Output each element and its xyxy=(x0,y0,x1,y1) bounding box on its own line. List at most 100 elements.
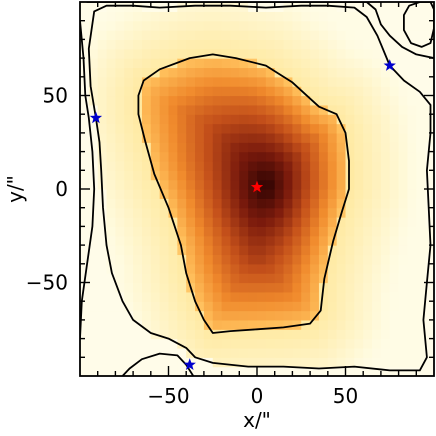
heatmap-cell xyxy=(97,114,108,125)
heatmap-cell xyxy=(88,142,99,153)
heatmap-cell xyxy=(425,273,434,284)
heatmap-cell xyxy=(389,310,400,321)
heatmap-cell xyxy=(203,48,214,59)
heatmap-cell xyxy=(327,20,338,31)
heatmap-cell xyxy=(141,170,152,181)
heatmap-cell xyxy=(363,86,373,97)
heatmap-cell xyxy=(372,347,382,358)
heatmap-cell xyxy=(274,357,285,368)
heatmap-cell xyxy=(115,48,125,59)
heatmap-cell xyxy=(115,319,125,330)
heatmap-cell xyxy=(248,151,258,162)
heatmap-cell xyxy=(115,310,125,321)
heatmap-cell xyxy=(106,366,116,376)
heatmap-cell xyxy=(310,20,320,31)
heatmap-cell xyxy=(124,104,134,115)
heatmap-cell xyxy=(425,189,434,199)
heatmap-cell xyxy=(124,48,134,59)
heatmap-cell xyxy=(133,245,143,256)
heatmap-cell xyxy=(88,357,99,368)
heatmap-cell xyxy=(133,86,143,97)
heatmap-cell xyxy=(283,310,293,321)
heatmap-cell xyxy=(150,179,161,190)
heatmap-cell xyxy=(292,198,302,209)
heatmap-cell xyxy=(398,189,409,199)
heatmap-cell xyxy=(327,291,338,302)
heatmap-cell xyxy=(274,39,285,50)
heatmap-cell xyxy=(363,366,373,376)
heatmap-cell xyxy=(310,86,320,97)
heatmap-cell xyxy=(230,291,240,302)
heatmap-cell xyxy=(292,329,302,340)
heatmap-cell xyxy=(257,207,267,218)
x-tick-label: −50 xyxy=(147,384,189,408)
heatmap-cell xyxy=(195,338,205,349)
heatmap-cell xyxy=(292,263,302,274)
heatmap-cell xyxy=(150,338,161,349)
heatmap-cell xyxy=(195,235,205,246)
heatmap-cell xyxy=(292,207,302,218)
heatmap-cell xyxy=(345,282,355,293)
heatmap-cell xyxy=(310,104,320,115)
heatmap-cell xyxy=(133,11,143,22)
heatmap-cell xyxy=(336,179,347,190)
heatmap-cell xyxy=(88,235,99,246)
heatmap-cell xyxy=(230,2,240,12)
heatmap-cell xyxy=(345,338,355,349)
heatmap-cell xyxy=(115,366,125,376)
heatmap-cell xyxy=(274,104,285,115)
heatmap-cell xyxy=(133,217,143,227)
heatmap-cell xyxy=(327,245,338,256)
heatmap-cell xyxy=(230,151,240,162)
heatmap-cell xyxy=(133,319,143,330)
heatmap-cell xyxy=(257,338,267,349)
heatmap-cell xyxy=(115,170,125,181)
heatmap-cell xyxy=(398,160,409,171)
heatmap-cell xyxy=(150,48,161,59)
heatmap-cell xyxy=(212,142,223,153)
heatmap-cell xyxy=(274,142,285,153)
heatmap-cell xyxy=(354,254,364,265)
heatmap-cell xyxy=(398,357,409,368)
heatmap-cell xyxy=(301,198,311,209)
heatmap-cell xyxy=(80,291,90,302)
heatmap-cell xyxy=(168,67,178,78)
heatmap-cell xyxy=(177,338,187,349)
heatmap-cell xyxy=(398,30,409,40)
heatmap-cell xyxy=(97,170,108,181)
heatmap-cell xyxy=(159,291,170,302)
heatmap-cell xyxy=(283,329,293,340)
heatmap-cell xyxy=(88,86,99,97)
heatmap-cell xyxy=(195,217,205,227)
heatmap-cell xyxy=(150,282,161,293)
heatmap-cell xyxy=(230,67,240,78)
heatmap-cell xyxy=(88,319,99,330)
heatmap-cell xyxy=(345,291,355,302)
heatmap-cell xyxy=(363,179,373,190)
heatmap-cell xyxy=(186,291,196,302)
heatmap-cell xyxy=(177,48,187,59)
heatmap-cell xyxy=(230,207,240,218)
heatmap-cell xyxy=(345,114,355,125)
heatmap-cell xyxy=(133,273,143,284)
heatmap-cell xyxy=(301,357,311,368)
heatmap-cell xyxy=(354,301,364,312)
heatmap-cell xyxy=(372,301,382,312)
heatmap-cell xyxy=(150,132,161,143)
heatmap-cell xyxy=(133,310,143,321)
heatmap-cell xyxy=(248,226,258,237)
heatmap-cell xyxy=(221,76,232,87)
heatmap-cell xyxy=(363,273,373,284)
y-tick-label: 0 xyxy=(55,177,68,201)
heatmap-cell xyxy=(327,67,338,78)
heatmap-cell xyxy=(248,160,258,171)
heatmap-cell xyxy=(230,76,240,87)
heatmap-cell xyxy=(354,347,364,358)
heatmap-cell xyxy=(363,95,373,106)
heatmap-cell xyxy=(257,310,267,321)
heatmap-cell xyxy=(310,329,320,340)
heatmap-cell xyxy=(177,254,187,265)
heatmap-cell xyxy=(203,123,214,134)
heatmap-cell xyxy=(407,95,417,106)
